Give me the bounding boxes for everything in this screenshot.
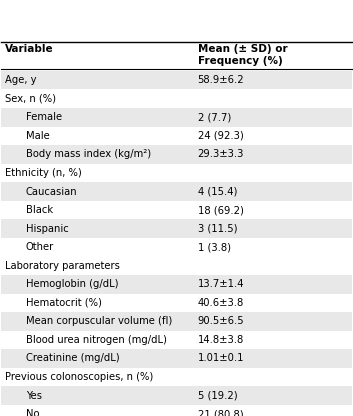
- Text: Body mass index (kg/m²): Body mass index (kg/m²): [26, 149, 151, 159]
- Text: Hematocrit (%): Hematocrit (%): [26, 298, 102, 308]
- Text: Other: Other: [26, 242, 54, 252]
- Bar: [1, 182, 352, 201]
- Bar: [1, 71, 352, 89]
- Text: 18 (69.2): 18 (69.2): [198, 205, 243, 215]
- Text: Female: Female: [26, 112, 62, 122]
- Text: 2 (7.7): 2 (7.7): [198, 112, 231, 122]
- Text: 1.01±0.1: 1.01±0.1: [198, 354, 244, 364]
- Text: 5 (19.2): 5 (19.2): [198, 391, 237, 401]
- Bar: [1, 219, 352, 238]
- Text: Previous colonoscopies, n (%): Previous colonoscopies, n (%): [5, 372, 153, 382]
- Bar: [1, 349, 352, 368]
- Text: 90.5±6.5: 90.5±6.5: [198, 316, 244, 327]
- Text: Creatinine (mg/dL): Creatinine (mg/dL): [26, 354, 120, 364]
- Text: Sex, n (%): Sex, n (%): [5, 94, 56, 104]
- Bar: [1, 312, 352, 331]
- Bar: [1, 108, 352, 126]
- Text: 58.9±6.2: 58.9±6.2: [198, 75, 244, 85]
- Bar: [1, 275, 352, 294]
- Text: Laboratory parameters: Laboratory parameters: [5, 261, 120, 271]
- Text: Black: Black: [26, 205, 53, 215]
- Text: 4 (15.4): 4 (15.4): [198, 186, 237, 196]
- Text: No: No: [26, 409, 40, 416]
- Text: Variable: Variable: [5, 44, 54, 54]
- Text: 21 (80.8): 21 (80.8): [198, 409, 243, 416]
- Text: 29.3±3.3: 29.3±3.3: [198, 149, 244, 159]
- Text: 3 (11.5): 3 (11.5): [198, 224, 237, 234]
- Text: Ethnicity (n, %): Ethnicity (n, %): [5, 168, 82, 178]
- Text: 1 (3.8): 1 (3.8): [198, 242, 231, 252]
- Text: 24 (92.3): 24 (92.3): [198, 131, 243, 141]
- Text: Mean (± SD) or
Frequency (%): Mean (± SD) or Frequency (%): [198, 44, 287, 66]
- Text: Male: Male: [26, 131, 50, 141]
- Bar: [1, 145, 352, 163]
- Text: 13.7±1.4: 13.7±1.4: [198, 279, 244, 289]
- Text: 40.6±3.8: 40.6±3.8: [198, 298, 244, 308]
- Text: Caucasian: Caucasian: [26, 186, 78, 196]
- Text: Hispanic: Hispanic: [26, 224, 68, 234]
- Text: Hemoglobin (g/dL): Hemoglobin (g/dL): [26, 279, 118, 289]
- Text: 14.8±3.8: 14.8±3.8: [198, 335, 244, 345]
- Text: Mean corpuscular volume (fl): Mean corpuscular volume (fl): [26, 316, 172, 327]
- Text: Age, y: Age, y: [5, 75, 36, 85]
- Text: Blood urea nitrogen (mg/dL): Blood urea nitrogen (mg/dL): [26, 335, 167, 345]
- Bar: [1, 386, 352, 405]
- Text: Yes: Yes: [26, 391, 42, 401]
